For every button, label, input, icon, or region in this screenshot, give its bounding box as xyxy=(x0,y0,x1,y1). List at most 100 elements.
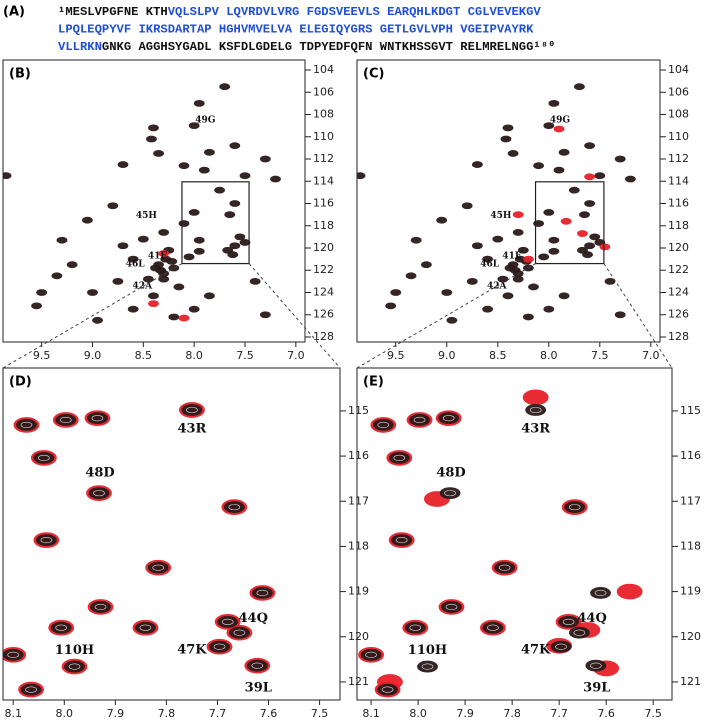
x-tick-label: 7.6 xyxy=(260,707,278,720)
peak-label: 47K xyxy=(521,642,551,657)
peak xyxy=(553,166,565,174)
zoom-connector xyxy=(248,263,341,369)
peak xyxy=(405,272,417,280)
peak xyxy=(492,235,504,243)
contour xyxy=(60,416,72,423)
peak xyxy=(404,621,426,634)
peak xyxy=(229,142,241,150)
y-tick-label: 124 xyxy=(313,285,334,298)
zoom-connector xyxy=(356,263,536,369)
peak xyxy=(90,601,111,613)
peak xyxy=(360,648,382,661)
contour xyxy=(562,618,575,625)
peak xyxy=(543,209,555,216)
peak xyxy=(585,659,607,672)
peak-label: 48D xyxy=(85,465,114,480)
peak xyxy=(168,313,180,321)
peak xyxy=(148,124,159,132)
x-tick-label: 7.8 xyxy=(503,707,521,720)
peak xyxy=(507,150,519,157)
peak xyxy=(599,243,611,251)
x-tick-label: 9.5 xyxy=(33,349,51,362)
peak xyxy=(217,615,239,628)
x-tick-label: 7.6 xyxy=(597,707,615,720)
y-tick-label: 121 xyxy=(680,675,701,688)
peak xyxy=(117,161,129,168)
peak xyxy=(234,233,246,241)
peak xyxy=(33,451,55,464)
zoom-box xyxy=(181,181,250,265)
peak-label: 46L xyxy=(480,260,500,270)
y-tick-label: 104 xyxy=(668,63,689,76)
contour xyxy=(228,504,241,511)
x-tick-label: 8.0 xyxy=(185,349,203,362)
peak xyxy=(148,300,159,308)
peak xyxy=(209,640,230,653)
peak xyxy=(92,316,103,324)
peak xyxy=(548,236,560,244)
x-tick-label: 7.5 xyxy=(311,707,329,720)
peak-label: 45H xyxy=(490,211,512,221)
peak xyxy=(590,587,611,599)
contour xyxy=(68,663,81,670)
peak xyxy=(385,302,397,310)
peak xyxy=(543,122,555,130)
peak xyxy=(204,292,215,300)
peak xyxy=(522,389,549,406)
y-tick-label: 121 xyxy=(348,675,369,688)
x-tick-label: 9.5 xyxy=(387,349,405,362)
contour xyxy=(221,618,234,625)
zoom-box xyxy=(534,181,605,265)
peak xyxy=(143,275,154,283)
contour xyxy=(421,663,434,670)
peak-label: 49G xyxy=(195,116,215,126)
peak-label: 42A xyxy=(133,281,154,291)
peak xyxy=(249,277,261,285)
peak xyxy=(522,255,534,263)
peak xyxy=(20,683,42,696)
contour xyxy=(529,406,542,414)
contour xyxy=(573,629,586,636)
peak xyxy=(87,289,98,296)
peak xyxy=(504,264,516,272)
frame xyxy=(356,367,673,701)
peak-label: 47K xyxy=(177,642,207,657)
contour xyxy=(152,564,165,571)
panel-label: (A) xyxy=(3,5,25,20)
peak xyxy=(482,255,493,263)
peak xyxy=(227,251,239,259)
x-tick-label: 8.0 xyxy=(56,707,74,720)
peak xyxy=(158,275,170,283)
peak xyxy=(482,621,504,634)
y-tick-label: 114 xyxy=(668,174,689,187)
peak xyxy=(502,124,514,132)
peak xyxy=(512,275,524,283)
peak-label: 41E xyxy=(148,251,168,261)
contour xyxy=(594,589,607,596)
peak xyxy=(568,186,580,194)
peak xyxy=(517,246,529,254)
peak xyxy=(357,172,366,180)
peak xyxy=(466,277,478,285)
peak xyxy=(471,242,483,250)
peak xyxy=(560,217,572,225)
peak-label: 45H xyxy=(136,211,158,221)
frame xyxy=(2,59,306,343)
y-tick-label: 126 xyxy=(668,308,689,321)
peak xyxy=(3,172,12,180)
contour xyxy=(213,643,226,650)
y-tick-label: 120 xyxy=(348,630,369,643)
peak xyxy=(512,211,524,219)
y-tick-label: 117 xyxy=(680,494,701,507)
peak xyxy=(81,216,93,224)
x-tick-label: 8.0 xyxy=(540,349,558,362)
y-tick-label: 122 xyxy=(313,263,334,276)
contour xyxy=(94,603,107,610)
peak xyxy=(372,419,394,431)
peak xyxy=(512,229,524,236)
y-tick-label: 122 xyxy=(668,263,689,276)
peak xyxy=(183,253,195,261)
y-tick-label: 120 xyxy=(680,630,701,643)
peak xyxy=(55,414,77,426)
